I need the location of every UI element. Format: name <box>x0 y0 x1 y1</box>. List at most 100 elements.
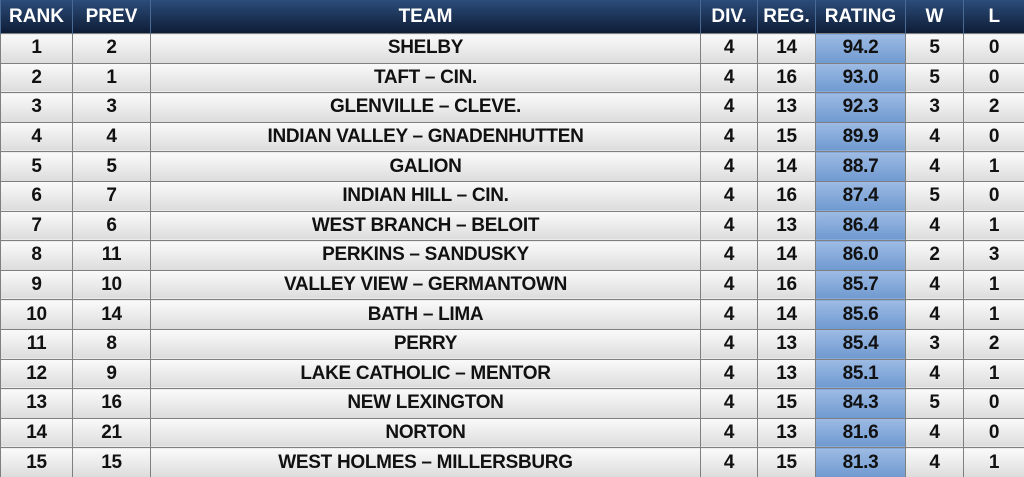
table-cell: 4 <box>700 121 758 153</box>
table-cell: 1 <box>72 62 151 94</box>
table-cell: 14 <box>757 33 816 64</box>
table-cell: 21 <box>72 417 151 449</box>
table-cell: 0 <box>963 180 1024 212</box>
table-cell: 9 <box>0 269 73 301</box>
table-cell: 85.4 <box>815 328 906 360</box>
table-cell: 94.2 <box>815 33 906 64</box>
table-cell: INDIAN VALLEY – GNADENHUTTEN <box>150 121 701 153</box>
table-cell: 2 <box>905 240 964 271</box>
table-cell: 12 <box>0 358 73 390</box>
table-cell: 3 <box>905 92 964 123</box>
table-cell: 0 <box>963 62 1024 94</box>
table-row: 1 2 SHELBY 4 14 94.2 5 0 <box>0 33 1024 64</box>
table-row: 10 14 BATH – LIMA 4 14 85.6 4 1 <box>0 299 1024 330</box>
table-cell: PERKINS – SANDUSKY <box>150 240 701 271</box>
table-cell: WEST BRANCH – BELOIT <box>150 210 701 242</box>
table-cell: 10 <box>72 269 151 301</box>
table-cell: 11 <box>0 328 73 360</box>
table-cell: 86.4 <box>815 210 906 242</box>
table-cell: 6 <box>72 210 151 242</box>
table-cell: WEST HOLMES – MILLERSBURG <box>150 447 701 477</box>
column-header: RANK <box>0 0 73 34</box>
table-cell: 92.3 <box>815 92 906 123</box>
table-cell: 16 <box>72 388 151 419</box>
table-cell: 4 <box>905 358 964 390</box>
table-row: 9 10 VALLEY VIEW – GERMANTOWN 4 16 85.7 4 1 <box>0 269 1024 301</box>
table-cell: BATH – LIMA <box>150 299 701 330</box>
table-cell: 1 <box>0 33 73 64</box>
table-cell: 5 <box>0 151 73 182</box>
table-cell: 93.0 <box>815 62 906 94</box>
table-cell: 15 <box>757 121 816 153</box>
table-cell: 11 <box>72 240 151 271</box>
table-row: 11 8 PERRY 4 13 85.4 3 2 <box>0 328 1024 360</box>
table-row: 5 5 GALION 4 14 88.7 4 1 <box>0 151 1024 182</box>
table-row: 12 9 LAKE CATHOLIC – MENTOR 4 13 85.1 4 1 <box>0 358 1024 390</box>
table-row: 2 1 TAFT – CIN. 4 16 93.0 5 0 <box>0 62 1024 94</box>
table-row: 13 16 NEW LEXINGTON 4 15 84.3 5 0 <box>0 388 1024 419</box>
table-cell: 81.3 <box>815 447 906 477</box>
table-cell: 3 <box>905 328 964 360</box>
table-row: 14 21 NORTON 4 13 81.6 4 0 <box>0 417 1024 449</box>
table-cell: 13 <box>757 358 816 390</box>
table-cell: 16 <box>757 62 816 94</box>
table-cell: 4 <box>905 151 964 182</box>
column-header: DIV. <box>700 0 758 34</box>
table-cell: 4 <box>700 240 758 271</box>
column-header: RATING <box>815 0 906 34</box>
table-cell: 4 <box>905 269 964 301</box>
table-cell: 14 <box>0 417 73 449</box>
header-row: RANK PREV TEAM DIV. REG. RATING W L <box>0 0 1024 34</box>
table-cell: 7 <box>72 180 151 212</box>
table-cell: 8 <box>0 240 73 271</box>
table-cell: 3 <box>0 92 73 123</box>
table-cell: 5 <box>905 33 964 64</box>
table-cell: 1 <box>963 151 1024 182</box>
table-cell: 2 <box>963 92 1024 123</box>
table-row: 3 3 GLENVILLE – CLEVE. 4 13 92.3 3 2 <box>0 92 1024 123</box>
table-cell: 4 <box>700 33 758 64</box>
table-cell: SHELBY <box>150 33 701 64</box>
table-cell: 13 <box>757 210 816 242</box>
table-cell: 4 <box>700 62 758 94</box>
table-cell: 16 <box>757 269 816 301</box>
table-cell: 15 <box>0 447 73 477</box>
column-header: PREV <box>72 0 151 34</box>
table-cell: 4 <box>700 92 758 123</box>
table-row: 15 15 WEST HOLMES – MILLERSBURG 4 15 81.3 4 1 <box>0 447 1024 477</box>
table-cell: 4 <box>700 328 758 360</box>
table-cell: 13 <box>757 328 816 360</box>
table-body: 1 2 SHELBY 4 14 94.2 5 0 2 1 TAFT – CIN. 4 16 93.0 5 0 3… <box>0 33 1024 477</box>
column-header: L <box>963 0 1024 34</box>
table-cell: 2 <box>0 62 73 94</box>
column-header: TEAM <box>150 0 701 34</box>
table-cell: 3 <box>963 240 1024 271</box>
table-cell: 1 <box>963 210 1024 242</box>
table-cell: 4 <box>700 180 758 212</box>
table-row: 6 7 INDIAN HILL – CIN. 4 16 87.4 5 0 <box>0 180 1024 212</box>
table-cell: 4 <box>0 121 73 153</box>
table-cell: 15 <box>72 447 151 477</box>
table-cell: NORTON <box>150 417 701 449</box>
table-cell: 5 <box>905 388 964 419</box>
table-cell: INDIAN HILL – CIN. <box>150 180 701 212</box>
table-cell: 0 <box>963 33 1024 64</box>
table-cell: 84.3 <box>815 388 906 419</box>
table-cell: 6 <box>0 180 73 212</box>
table-cell: 85.6 <box>815 299 906 330</box>
table-cell: 4 <box>905 299 964 330</box>
table-cell: 1 <box>963 299 1024 330</box>
table-cell: 4 <box>700 358 758 390</box>
table-cell: 2 <box>72 33 151 64</box>
table-row: 7 6 WEST BRANCH – BELOIT 4 13 86.4 4 1 <box>0 210 1024 242</box>
table-cell: PERRY <box>150 328 701 360</box>
table-cell: 4 <box>700 210 758 242</box>
table-cell: 14 <box>72 299 151 330</box>
table-cell: 5 <box>905 62 964 94</box>
table-cell: GALION <box>150 151 701 182</box>
table-cell: LAKE CATHOLIC – MENTOR <box>150 358 701 390</box>
table-cell: 1 <box>963 269 1024 301</box>
table-cell: 14 <box>757 151 816 182</box>
table-cell: 13 <box>757 417 816 449</box>
